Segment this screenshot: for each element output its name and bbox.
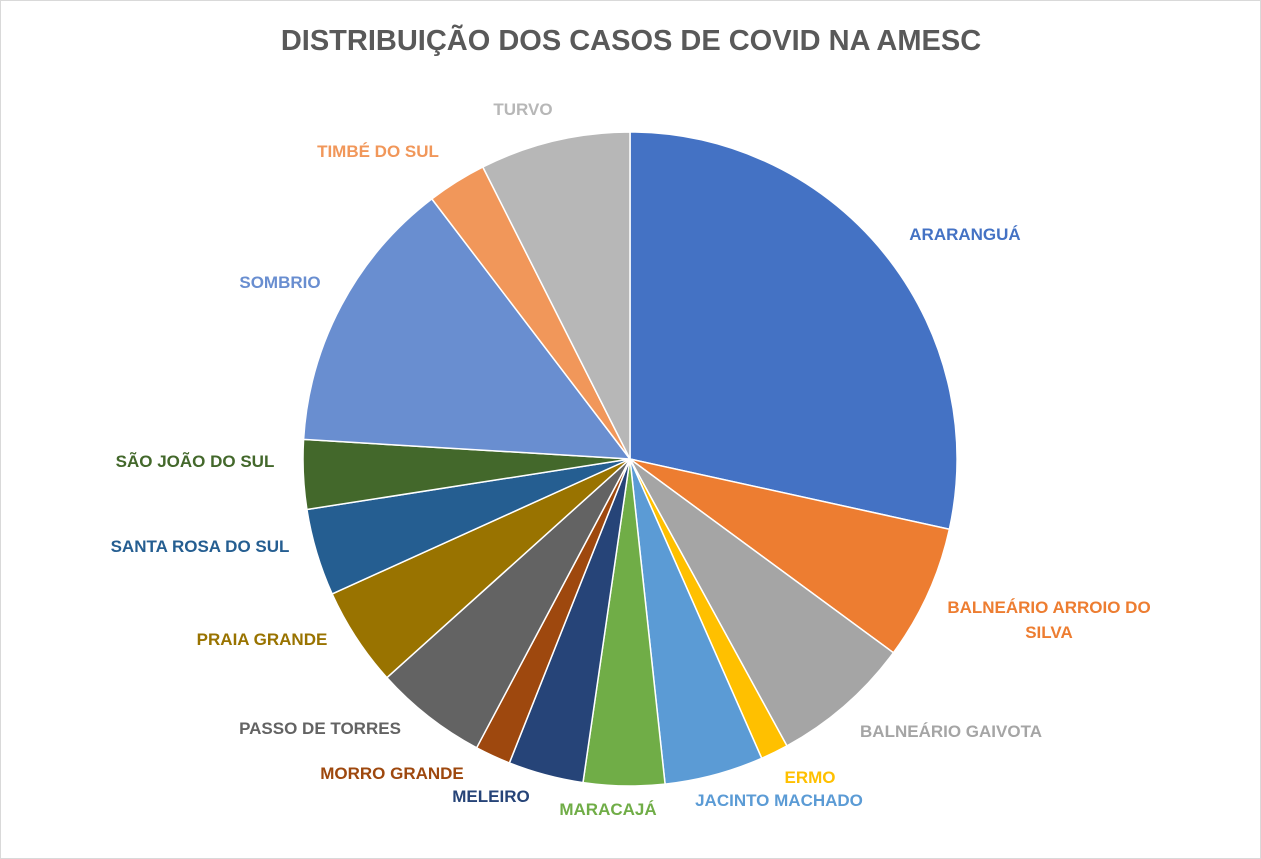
slice-label-santa-rosa-do-sul: SANTA ROSA DO SUL (111, 537, 290, 556)
slice-label-line: ERMO (785, 768, 836, 787)
slice-label-line: MORRO GRANDE (320, 764, 464, 783)
pie-slice-ararangua[interactable] (629, 131, 958, 530)
slice-label-morro-grande: MORRO GRANDE (320, 764, 464, 783)
slice-label-maracaja: MARACAJÁ (559, 800, 656, 819)
slice-label-turvo: TURVO (493, 100, 552, 119)
slice-label-balneario-gaivota: BALNEÁRIO GAIVOTA (860, 722, 1042, 741)
slice-label-line: TURVO (493, 100, 552, 119)
pie-slice-sombrio[interactable] (302, 198, 631, 460)
slice-label-line: SOMBRIO (239, 273, 320, 292)
pie-slice-balneario-gaivota[interactable] (629, 458, 895, 747)
pie-slice-balneario-arroio-do-silva[interactable] (629, 458, 951, 654)
slice-label-line: PRAIA GRANDE (197, 630, 328, 649)
slice-label-line: MARACAJÁ (559, 800, 656, 819)
slice-label-ararangua: ARARANGUÁ (909, 225, 1020, 244)
slice-label-line: SILVA (1025, 623, 1073, 642)
chart-title: DISTRIBUIÇÃO DOS CASOS DE COVID NA AMESC (281, 23, 981, 57)
slice-label-line: BALNEÁRIO GAIVOTA (860, 722, 1042, 741)
slice-label-sombrio: SOMBRIO (239, 273, 320, 292)
slice-label-praia-grande: PRAIA GRANDE (197, 630, 328, 649)
slice-label-line: BALNEÁRIO ARROIO DO (947, 598, 1150, 617)
slice-label-meleiro: MELEIRO (452, 787, 529, 806)
slice-label-passo-de-torres: PASSO DE TORRES (239, 719, 401, 738)
slice-label-ermo: ERMO (785, 768, 836, 787)
slice-label-line: TIMBÉ DO SUL (317, 142, 439, 161)
pie-slices (302, 131, 958, 787)
slice-label-sao-joao-do-sul: SÃO JOÃO DO SUL (116, 451, 275, 471)
slice-label-line: JACINTO MACHADO (695, 791, 863, 810)
slice-label-line: SÃO JOÃO DO SUL (116, 451, 275, 471)
slice-label-line: ARARANGUÁ (909, 225, 1020, 244)
slice-label-timbe-do-sul: TIMBÉ DO SUL (317, 142, 439, 161)
slice-label-line: SANTA ROSA DO SUL (111, 537, 290, 556)
pie-slice-turvo[interactable] (482, 131, 631, 460)
slice-label-line: MELEIRO (452, 787, 529, 806)
slice-label-jacinto-machado: JACINTO MACHADO (695, 791, 863, 810)
slice-label-balneario-arroio-do-silva: BALNEÁRIO ARROIO DO SILVA (947, 598, 1150, 642)
slice-label-line: PASSO DE TORRES (239, 719, 401, 738)
